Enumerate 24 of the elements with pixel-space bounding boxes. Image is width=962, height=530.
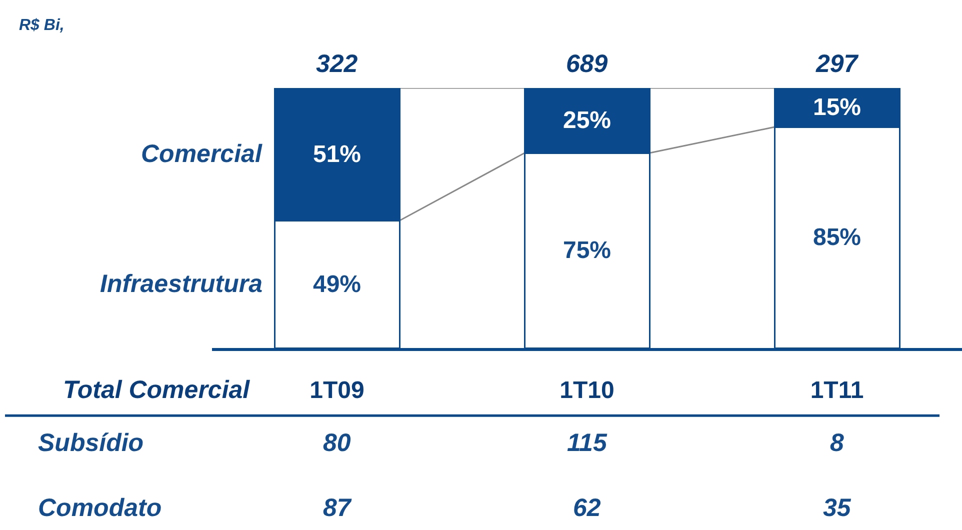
series-label: Comercial: [141, 140, 263, 168]
text: 62: [573, 494, 601, 522]
text: Subsídio: [38, 429, 144, 457]
data-label: 85%: [812, 224, 862, 251]
annotation: 297: [815, 50, 859, 78]
x-tick-label: 1T09: [310, 376, 364, 404]
data-label: 49%: [312, 270, 362, 298]
text: 115: [567, 429, 608, 457]
series-label: Infraestrutura: [100, 270, 263, 298]
text: 80: [323, 429, 351, 457]
text: Comodato: [38, 494, 162, 522]
x-axis-title: Total Comercial: [63, 376, 251, 404]
text: R$ Bi,: [19, 17, 64, 34]
annotation: 322: [316, 50, 358, 78]
data-label: 51%: [312, 140, 362, 168]
x-tick-label: 1T11: [810, 376, 864, 404]
text: 8: [830, 429, 844, 457]
text: 35: [823, 494, 852, 522]
data-label: 25%: [562, 107, 612, 134]
text: 87: [323, 494, 352, 522]
data-label: 75%: [562, 237, 612, 264]
data-label: 15%: [812, 94, 862, 121]
x-tick-label: 1T10: [560, 376, 614, 404]
annotation: 689: [566, 50, 608, 78]
